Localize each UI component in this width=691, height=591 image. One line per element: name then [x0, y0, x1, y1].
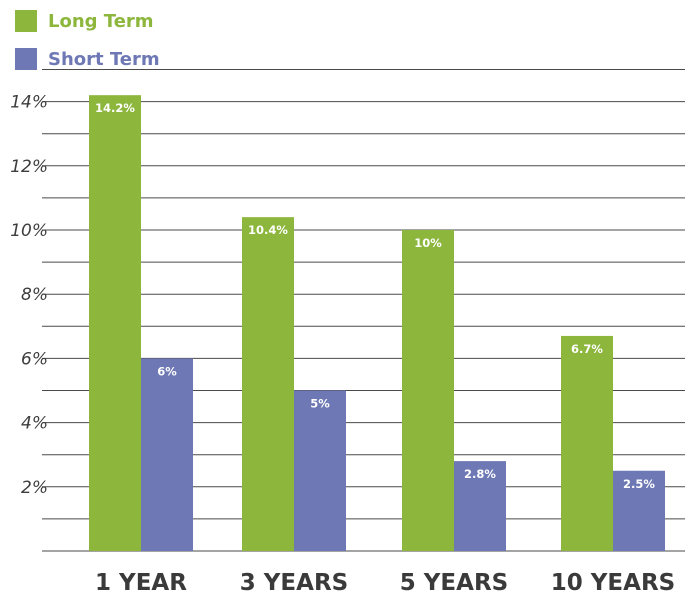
legend-swatch-short-term — [15, 48, 37, 70]
legend: Long Term Short Term — [15, 8, 160, 84]
y-tick-label: 4% — [21, 414, 48, 434]
legend-swatch-long-term — [15, 10, 37, 32]
bars: 14.2% 6% 10.4% 5% 10% 2.8% 6.7% 2.5% — [89, 95, 665, 552]
bar-short-term — [294, 390, 346, 551]
y-tick-label: 14% — [10, 93, 48, 113]
bar-long-term — [242, 217, 294, 551]
data-label: 2.8% — [464, 467, 496, 481]
bar-long-term — [561, 335, 613, 551]
x-tick-label: 1 YEAR — [95, 570, 187, 591]
bar-long-term — [89, 95, 141, 552]
y-tick-label: 10% — [10, 221, 48, 241]
data-label: 10% — [414, 236, 442, 250]
legend-item-long-term: Long Term — [15, 8, 160, 34]
y-tick-label: 6% — [21, 349, 48, 369]
y-axis-ticks: 2% 4% 6% 8% 10% 12% 14% — [10, 93, 48, 498]
x-axis-ticks: 1 YEAR 3 YEARS 5 YEARS 10 YEARS — [95, 570, 675, 591]
bar-long-term — [402, 230, 454, 551]
legend-label-long-term: Long Term — [48, 10, 154, 32]
bar-short-term — [141, 358, 193, 551]
x-tick-label: 3 YEARS — [240, 570, 348, 591]
data-label: 10.4% — [248, 223, 288, 237]
data-label: 5% — [310, 397, 330, 411]
data-label: 6% — [157, 364, 177, 378]
x-tick-label: 10 YEARS — [551, 570, 675, 591]
legend-item-short-term: Short Term — [15, 46, 160, 72]
data-label: 14.2% — [95, 101, 135, 115]
data-label: 2.5% — [623, 477, 655, 491]
legend-label-short-term: Short Term — [48, 48, 160, 70]
x-tick-label: 5 YEARS — [400, 570, 508, 591]
bar-short-term — [454, 461, 506, 551]
bar-short-term — [613, 470, 665, 551]
y-tick-label: 12% — [10, 157, 48, 177]
y-tick-label: 2% — [21, 478, 48, 498]
y-tick-label: 8% — [21, 285, 48, 305]
data-label: 6.7% — [571, 342, 603, 356]
